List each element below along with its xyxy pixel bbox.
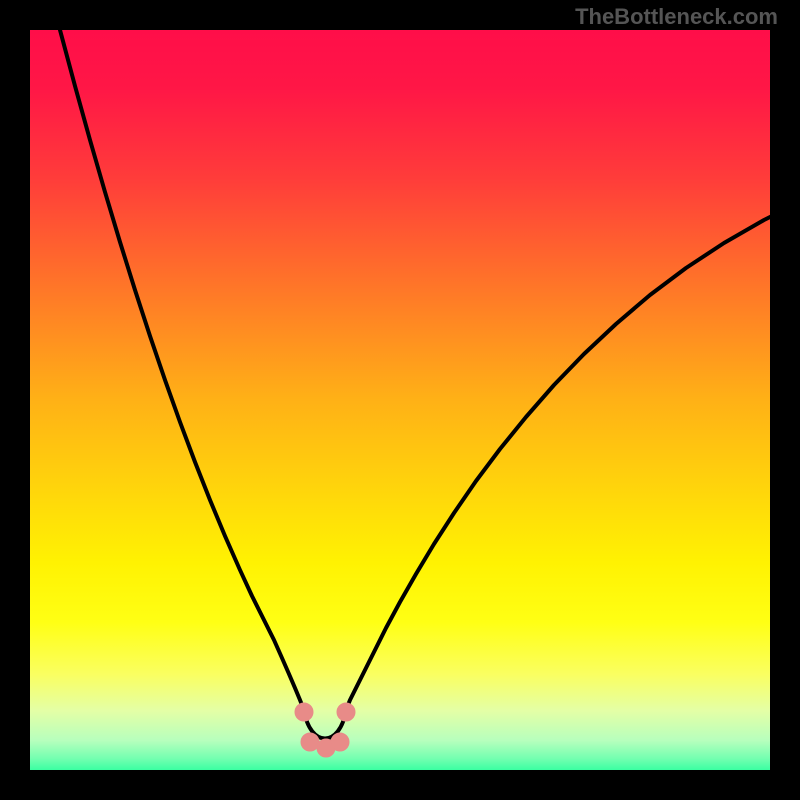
chart-svg	[30, 30, 770, 770]
valley-marker	[337, 703, 355, 721]
valley-marker	[295, 703, 313, 721]
plot-frame	[30, 30, 770, 770]
valley-marker	[301, 733, 319, 751]
valley-marker	[331, 733, 349, 751]
gradient-background	[30, 30, 770, 770]
watermark-text: TheBottleneck.com	[575, 4, 778, 30]
